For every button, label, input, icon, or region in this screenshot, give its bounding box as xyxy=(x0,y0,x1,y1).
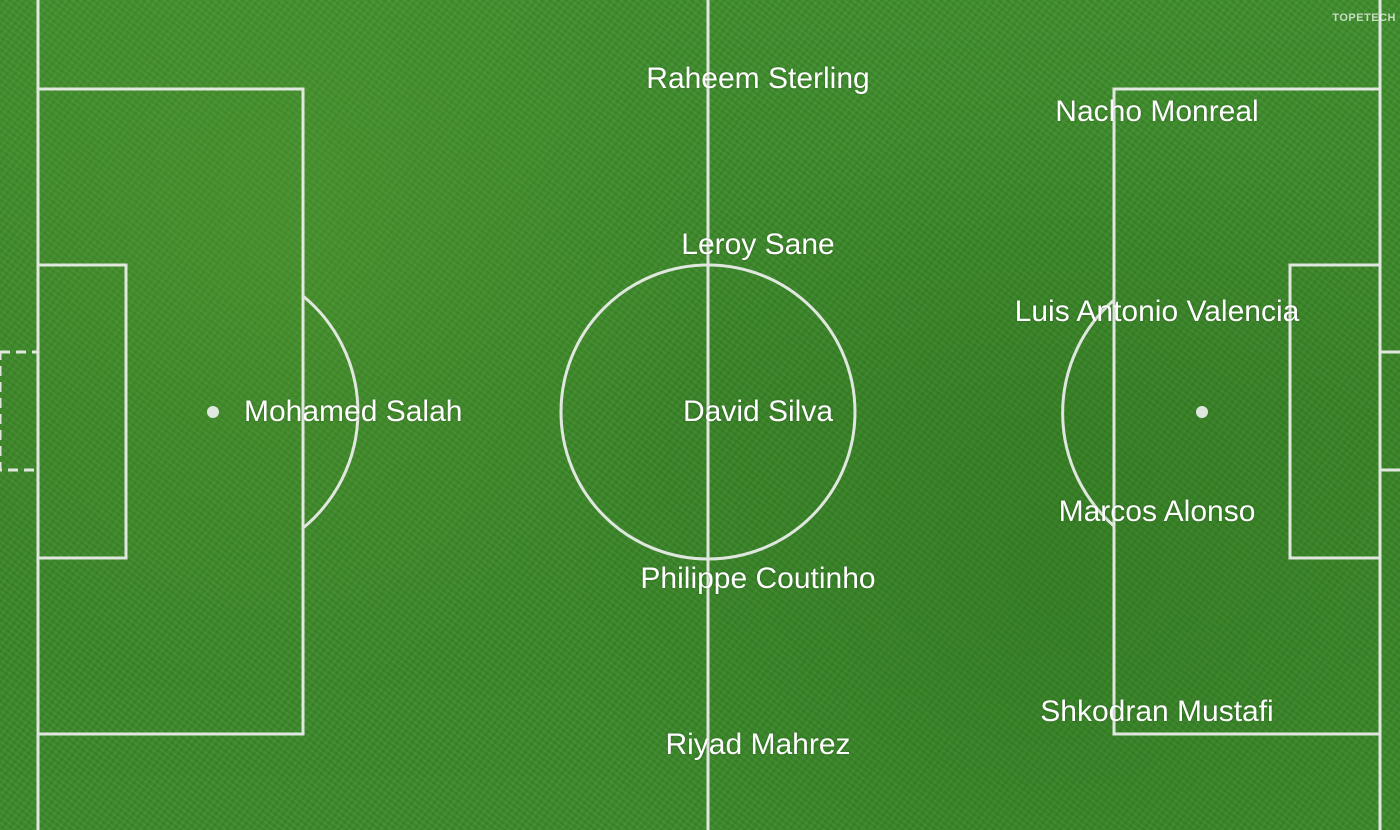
player-nacho-monreal: Nacho Monreal xyxy=(1055,95,1259,128)
player-philippe-coutinho: Philippe Coutinho xyxy=(640,562,876,595)
left-penalty-arc xyxy=(302,294,360,530)
left-goal-area xyxy=(36,263,128,560)
right-goal-area xyxy=(1288,263,1382,560)
player-mohamed-salah: Mohamed Salah xyxy=(244,395,463,428)
right-penalty-area xyxy=(1112,87,1382,736)
right-penalty-arc xyxy=(1061,298,1115,528)
player-leroy-sane: Leroy Sane xyxy=(681,228,835,261)
player-marcos-alonso: Marcos Alonso xyxy=(1058,495,1256,528)
player-shkodran-mustafi: Shkodran Mustafi xyxy=(1040,695,1274,728)
left-penalty-spot xyxy=(207,406,219,418)
player-riyad-mahrez: Riyad Mahrez xyxy=(665,728,851,761)
player-david-silva: David Silva xyxy=(682,395,834,428)
right-penalty-spot xyxy=(1196,406,1208,418)
player-luis-antonio-valencia: Luis Antonio Valencia xyxy=(1014,295,1300,328)
center-circle xyxy=(559,263,857,561)
player-raheem-sterling: Raheem Sterling xyxy=(646,62,870,95)
watermark: TOPETECH xyxy=(1332,12,1396,24)
left-goal xyxy=(0,350,40,472)
